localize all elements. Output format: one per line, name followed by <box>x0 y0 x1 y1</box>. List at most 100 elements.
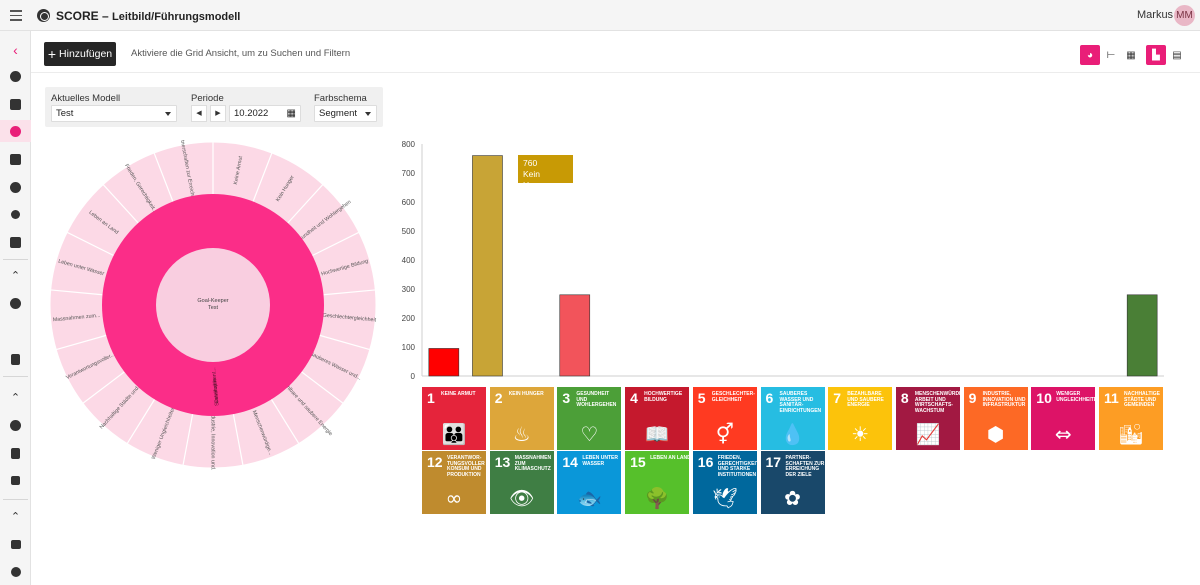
sidebar-item-model[interactable] <box>0 120 31 142</box>
segment-label[interactable]: Industrie, Innovation und... <box>210 411 216 470</box>
sdg-tile-7[interactable]: 7 Bezahlbare und saubere Energie ☀ <box>828 387 893 450</box>
segment-divider <box>102 184 139 224</box>
sidebar-item-reports[interactable] <box>0 231 31 253</box>
gender-icon: ⚥ <box>715 422 734 446</box>
bowl-icon: ♨ <box>512 422 531 446</box>
user-name[interactable]: Markus <box>1137 9 1174 21</box>
segment-divider <box>323 289 376 296</box>
chevron-up-icon[interactable]: ⌃ <box>10 269 21 282</box>
period-next-button[interactable]: ▶ <box>210 105 226 122</box>
sdg-tile-number: 17 <box>765 454 782 470</box>
cubes-icon: ⬢ <box>986 422 1005 446</box>
sidebar-item-network[interactable] <box>0 203 31 225</box>
arrow-right-icon: ▶ <box>215 110 221 117</box>
sidebar-item-document[interactable] <box>0 348 31 370</box>
sdg-tile-number: 1 <box>427 390 435 406</box>
period-input[interactable]: 10.2022 ▦ <box>229 105 301 122</box>
network-icon <box>11 209 20 219</box>
sidebar-item-hierarchy[interactable] <box>0 533 31 555</box>
avatar[interactable]: MM <box>1174 5 1195 26</box>
scheme-select[interactable]: Segment <box>314 105 377 122</box>
sdg-tile-14[interactable]: 14 Leben unter Wasser 🐟 <box>557 451 622 514</box>
app-name: SCORE <box>56 9 99 23</box>
dove-icon: 🕊 <box>712 486 738 510</box>
chevron-left-icon[interactable]: ‹ <box>13 42 18 58</box>
sdg-tile-label: Menschenwürdige Arbeit und Wirtschafts-w… <box>914 391 960 414</box>
y-tick-label: 800 <box>402 140 416 149</box>
segment-label[interactable]: Geschlechtergleichheit <box>322 313 376 324</box>
sidebar: ‹ ⌃ ⌃ ⌃ <box>0 31 31 585</box>
view-chart-button[interactable]: ▙ <box>1146 45 1166 65</box>
sdg-tile-label: Massnahmen zum Klimaschutz <box>514 455 552 472</box>
y-tick-label: 600 <box>402 198 416 207</box>
bar-sdg-1[interactable] <box>428 348 460 377</box>
sdg-tile-10[interactable]: 10 Weniger Ungleichheiten ⇔ <box>1031 387 1096 450</box>
sdg-tile-17[interactable]: 17 Partner-schaften zur Erreichung der Zi… <box>760 451 825 514</box>
sdg-tile-6[interactable]: 6 Sauberes Wasser und Sanitär-einrichtung… <box>760 387 825 450</box>
sidebar-item-tree[interactable] <box>0 561 31 583</box>
sdg-tile-number: 13 <box>494 454 511 470</box>
form-icon <box>11 447 20 459</box>
sdg-tile-3[interactable]: 3 Gesundheit und Wohlergehen ♡ <box>557 387 622 450</box>
scheme-value: Segment <box>319 108 358 119</box>
bar-sdg-17[interactable] <box>1126 294 1158 377</box>
y-tick-label: 500 <box>402 227 416 236</box>
add-button-label: Hinzufügen <box>59 48 113 60</box>
middle-ring-label: Sustainable <box>212 378 220 406</box>
segment-label[interactable]: Massnahmen zum... <box>53 313 101 323</box>
sidebar-item-gauge[interactable] <box>0 176 31 198</box>
view-document-button[interactable]: ▤ <box>1167 45 1187 65</box>
sdg-tile-11[interactable]: 11 Nachhaltige Städte und Gemeinden 🏙 <box>1099 387 1163 450</box>
toolbar-divider <box>31 72 1200 73</box>
segment-divider <box>82 371 125 404</box>
sdg-tile-5[interactable]: 5 Geschlechter-gleichheit ⚥ <box>692 387 757 450</box>
view-sunburst-button[interactable]: ◕ <box>1080 45 1100 65</box>
segment-divider <box>50 289 103 296</box>
sdg-tile-9[interactable]: 9 Industrie, Innovation und Infrastruktur… <box>963 387 1028 450</box>
chevron-up-icon[interactable]: ⌃ <box>10 391 21 404</box>
sdg-tile-number: 3 <box>562 390 571 406</box>
period-prev-button[interactable]: ◀ <box>191 105 207 122</box>
sidebar-item-dashboard[interactable] <box>0 93 31 115</box>
sdg-tile-number: 5 <box>697 390 706 406</box>
sdg-tile-13[interactable]: 13 Massnahmen zum Klimaschutz 👁 <box>489 451 554 514</box>
arrow-left-icon: ◀ <box>196 110 202 117</box>
sdg-tile-label: Keine Armut <box>441 391 476 397</box>
sdg-tile-number: 7 <box>833 390 841 406</box>
add-button[interactable]: + Hinzufügen <box>44 42 116 66</box>
menu-icon[interactable] <box>10 10 22 21</box>
sdg-tile-2[interactable]: 2 Kein Hunger ♨ <box>489 387 554 450</box>
sdg-tile-12[interactable]: 12 Verantwor-tungsvoller Konsum und Produ… <box>422 451 486 514</box>
view-grid-button[interactable]: ▦ <box>1121 45 1141 65</box>
sdg-tile-8[interactable]: 8 Menschenwürdige Arbeit und Wirtschafts-… <box>895 387 960 450</box>
segment-label[interactable]: Keine Armut <box>233 155 244 185</box>
sdg-tile-label: Bezahlbare und saubere Energie <box>847 391 884 408</box>
bar-sdg-2[interactable] <box>472 155 503 377</box>
city-icon: 🏙 <box>1118 422 1144 446</box>
sidebar-item-form[interactable] <box>0 442 31 464</box>
sdg-tile-4[interactable]: 4 Hochwertige Bildung 📖 <box>625 387 690 450</box>
sidebar-item-presentation[interactable] <box>0 148 31 170</box>
model-label: Aktuelles Modell <box>51 93 121 104</box>
sdg-tile-1[interactable]: 1 Keine Armut 👪 <box>422 387 486 450</box>
bar-sdg-4[interactable] <box>559 294 591 377</box>
view-tree-button[interactable]: ⊢ <box>1101 45 1121 65</box>
document-icon: ▤ <box>1172 49 1182 61</box>
sidebar-item-pie[interactable] <box>0 414 31 436</box>
sidebar-item-grid[interactable] <box>0 469 31 491</box>
bar-tooltip: 760 Kein Hunger <box>518 155 573 190</box>
center-circle[interactable] <box>156 248 270 362</box>
sdg-tile-15[interactable]: 15 Leben an Land 🌳 <box>625 451 690 514</box>
document-icon <box>11 353 20 365</box>
calendar-icon[interactable]: ▦ <box>286 108 296 119</box>
growth-chart-icon: 📈 <box>915 422 941 446</box>
filter-panel: Aktuelles Modell Test Periode ◀ ▶ 10.202… <box>45 87 383 127</box>
sidebar-item-globe[interactable] <box>0 65 31 87</box>
sdg-tile-16[interactable]: 16 Frieden, Gerechtigkeit und starke Inst… <box>692 451 757 514</box>
y-tick-label: 700 <box>402 169 416 178</box>
sdg-tile-number: 9 <box>968 390 977 406</box>
chevron-up-icon[interactable]: ⌃ <box>10 510 21 523</box>
model-select[interactable]: Test <box>51 105 177 122</box>
sidebar-item-speed[interactable] <box>0 292 31 314</box>
